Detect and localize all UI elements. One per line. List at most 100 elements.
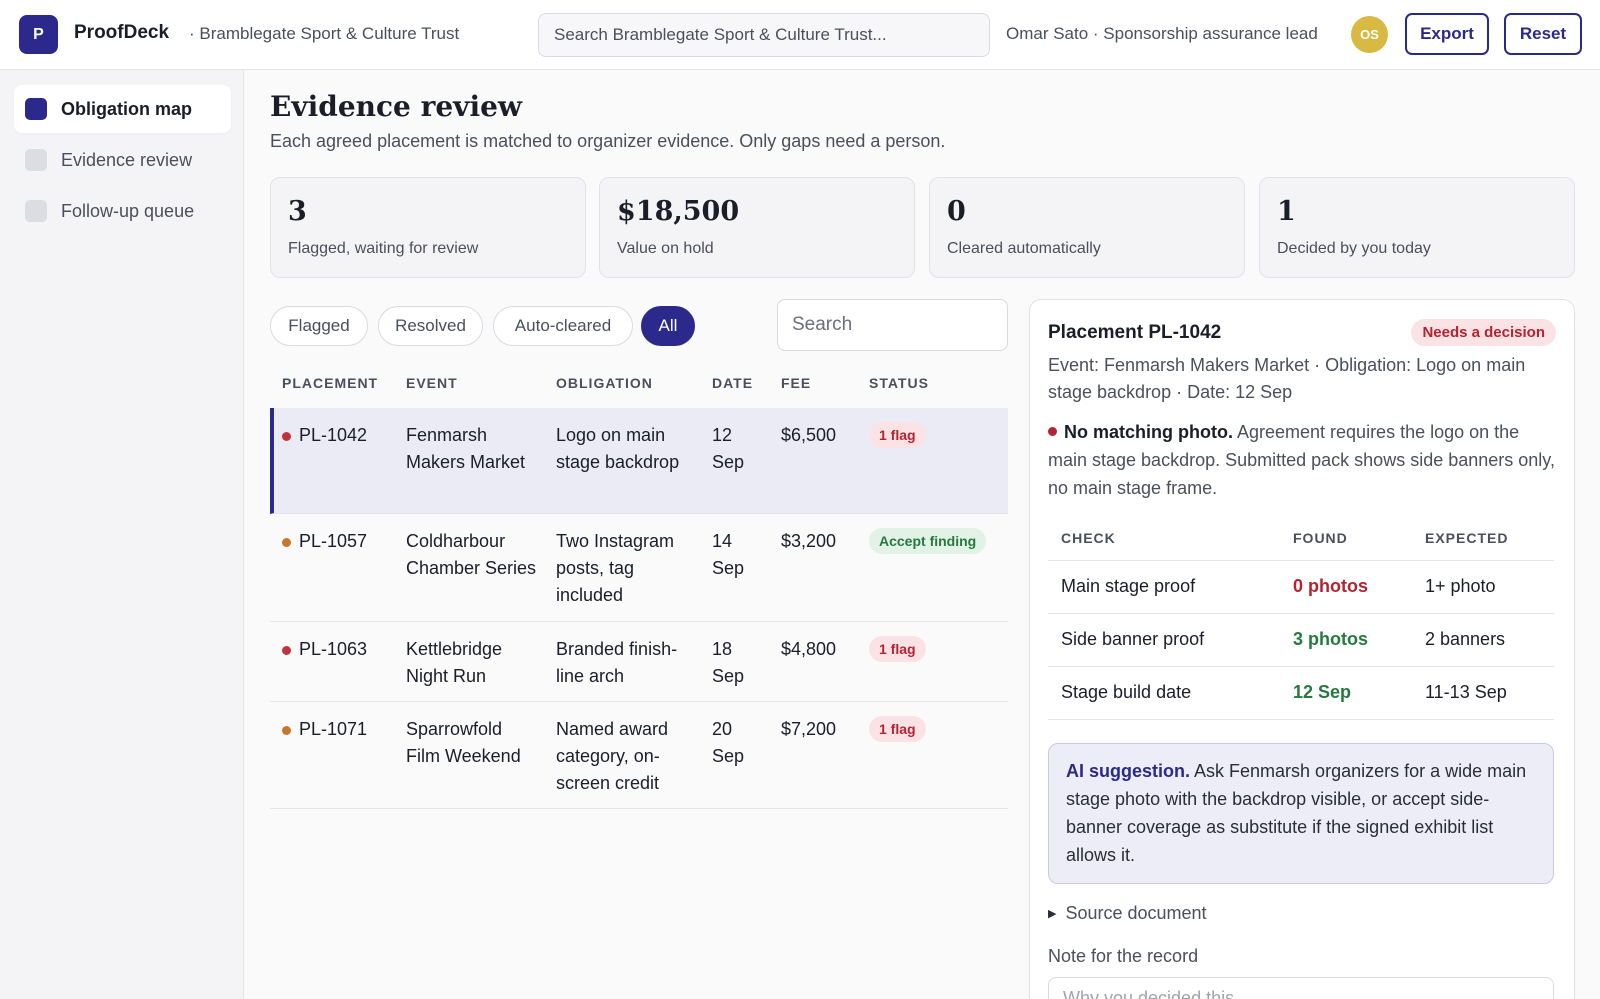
stat-label: Value on hold xyxy=(617,240,714,257)
col-header-fee: FEE xyxy=(781,375,812,391)
filter-resolved[interactable]: Resolved xyxy=(378,306,483,346)
finding-body: Agreement requires the logo on the main … xyxy=(1048,422,1555,498)
detail-title: Placement PL-1042 xyxy=(1048,322,1222,343)
page-subtitle: Each agreed placement is matched to orga… xyxy=(270,131,946,151)
stat-card-flagged: 3 Flagged, waiting for review xyxy=(270,177,586,278)
user-info: Omar Sato · Sponsorship assurance lead xyxy=(1006,24,1318,43)
stat-label: Decided by you today xyxy=(1277,240,1431,257)
page-title: Evidence review xyxy=(270,90,522,123)
cell-date: 20 Sep xyxy=(712,719,745,766)
ai-suggestion: AI suggestion. Ask Fenmarsh organizers f… xyxy=(1048,743,1554,884)
ai-suggestion-text: Ask Fenmarsh organizers for a wide main … xyxy=(1066,761,1527,865)
col-header-event: EVENT xyxy=(406,375,458,391)
ai-suggestion-head: AI suggestion. xyxy=(1066,761,1191,781)
cell-event: Coldharbour Chamber Series xyxy=(406,531,537,578)
export-button[interactable]: Export xyxy=(1405,13,1489,55)
status-dot-icon xyxy=(282,726,291,735)
source-document-label: Source document xyxy=(1065,903,1207,923)
status-dot-icon xyxy=(1048,427,1057,436)
check-expected: 1+ photo xyxy=(1412,560,1554,614)
status-dot-icon xyxy=(282,432,291,441)
status-dot-icon xyxy=(282,646,291,655)
check-name: Stage build date xyxy=(1048,666,1280,720)
status-badge: 1 flag xyxy=(869,636,926,662)
sidebar: Obligation map Evidence review Follow-up… xyxy=(0,70,244,999)
cell-placement: PL-1042 xyxy=(299,425,368,445)
col-header-status: STATUS xyxy=(869,375,929,391)
sidebar-item-label: Obligation map xyxy=(61,98,193,119)
status-badge: 1 flag xyxy=(869,716,926,742)
table-row[interactable]: PL-1071 Sparrowfold Film Weekend Named a… xyxy=(270,702,1008,809)
sidebar-item-obligation-map[interactable]: Obligation map xyxy=(14,85,231,133)
filter-auto-cleared[interactable]: Auto-cleared xyxy=(493,306,633,346)
cell-fee: $7,200 xyxy=(781,719,837,739)
table-row[interactable]: PL-1063 Kettlebridge Night Run Branded f… xyxy=(270,622,1008,702)
col-header-check: CHECK xyxy=(1048,516,1280,561)
check-found: 3 photos xyxy=(1280,613,1412,667)
status-dot-icon xyxy=(282,538,291,547)
check-row: Main stage proof 0 photos 1+ photo xyxy=(1048,560,1554,614)
stat-value: $18,500 xyxy=(617,196,740,227)
cell-obligation: Logo on main stage backdrop xyxy=(556,425,680,472)
sidebar-item-evidence-review[interactable]: Evidence review xyxy=(14,136,231,184)
col-header-found: FOUND xyxy=(1280,516,1412,561)
cell-fee: $4,800 xyxy=(781,639,837,659)
note-label: Note for the record xyxy=(1048,946,1199,966)
check-row: Side banner proof 3 photos 2 banners xyxy=(1048,613,1554,667)
filter-flagged[interactable]: Flagged xyxy=(270,306,368,346)
cell-event: Sparrowfold Film Weekend xyxy=(406,719,521,766)
sidebar-item-label: Evidence review xyxy=(61,149,193,170)
global-search-input[interactable] xyxy=(538,13,990,57)
status-badge: Accept finding xyxy=(869,528,987,554)
finding-text: No matching photo. Agreement requires th… xyxy=(1048,418,1558,502)
avatar[interactable]: OS xyxy=(1351,16,1388,53)
cell-placement: PL-1057 xyxy=(299,531,368,551)
reset-button[interactable]: Reset xyxy=(1504,13,1582,55)
check-name: Main stage proof xyxy=(1048,560,1280,614)
stat-card-decided: 1 Decided by you today xyxy=(1259,177,1575,278)
cell-obligation: Branded finish-line arch xyxy=(556,639,678,686)
nav-square-icon xyxy=(25,200,47,222)
checks-table: CHECK FOUND EXPECTED Main stage proof 0 … xyxy=(1048,516,1554,720)
note-input[interactable] xyxy=(1048,977,1554,999)
col-header-obligation: OBLIGATION xyxy=(556,375,653,391)
stat-value: 0 xyxy=(947,196,966,227)
finding-head: No matching photo. xyxy=(1064,422,1233,442)
check-row: Stage build date 12 Sep 11-13 Sep xyxy=(1048,666,1554,720)
detail-meta: Event: Fenmarsh Makers Market · Obligati… xyxy=(1048,355,1526,402)
cell-date: 18 Sep xyxy=(712,639,745,686)
table-row[interactable]: PL-1042 Fenmarsh Makers Market Logo on m… xyxy=(270,408,1008,514)
cell-date: 12 Sep xyxy=(712,425,745,472)
col-header-placement: PLACEMENT xyxy=(282,375,379,391)
cell-obligation: Named award category, on-screen credit xyxy=(556,719,669,793)
cell-obligation: Two Instagram posts, tag included xyxy=(556,531,675,605)
top-bar: P ProofDeck · Bramblegate Sport & Cultur… xyxy=(0,0,1600,70)
placement-detail-panel: Placement PL-1042 Needs a decision Event… xyxy=(1029,299,1575,999)
check-expected: 2 banners xyxy=(1412,613,1554,667)
status-badge: 1 flag xyxy=(869,422,926,448)
stat-value: 1 xyxy=(1277,196,1296,227)
cell-fee: $6,500 xyxy=(781,425,837,445)
col-header-expected: EXPECTED xyxy=(1412,516,1554,561)
stat-label: Cleared automatically xyxy=(947,240,1101,257)
check-expected: 11-13 Sep xyxy=(1412,666,1554,720)
stat-card-cleared: 0 Cleared automatically xyxy=(929,177,1245,278)
col-header-date: DATE xyxy=(712,375,754,391)
cell-date: 14 Sep xyxy=(712,531,745,578)
stat-card-value-on-hold: $18,500 Value on hold xyxy=(599,177,915,278)
cell-placement: PL-1063 xyxy=(299,639,368,659)
nav-square-icon xyxy=(25,149,47,171)
source-document-toggle[interactable]: ▶ Source document xyxy=(1048,903,1207,924)
stat-value: 3 xyxy=(288,196,307,227)
check-name: Side banner proof xyxy=(1048,613,1280,667)
filter-all[interactable]: All xyxy=(641,306,695,346)
nav-square-icon xyxy=(25,98,47,120)
table-row[interactable]: PL-1057 Coldharbour Chamber Series Two I… xyxy=(270,514,1008,622)
cell-event: Fenmarsh Makers Market xyxy=(406,425,526,472)
triangle-right-icon: ▶ xyxy=(1048,908,1057,920)
sidebar-item-follow-up-queue[interactable]: Follow-up queue xyxy=(14,187,231,235)
app-logo[interactable]: P xyxy=(19,15,58,54)
check-found: 0 photos xyxy=(1280,560,1412,614)
check-found: 12 Sep xyxy=(1280,666,1412,720)
list-search-input[interactable] xyxy=(777,299,1008,351)
